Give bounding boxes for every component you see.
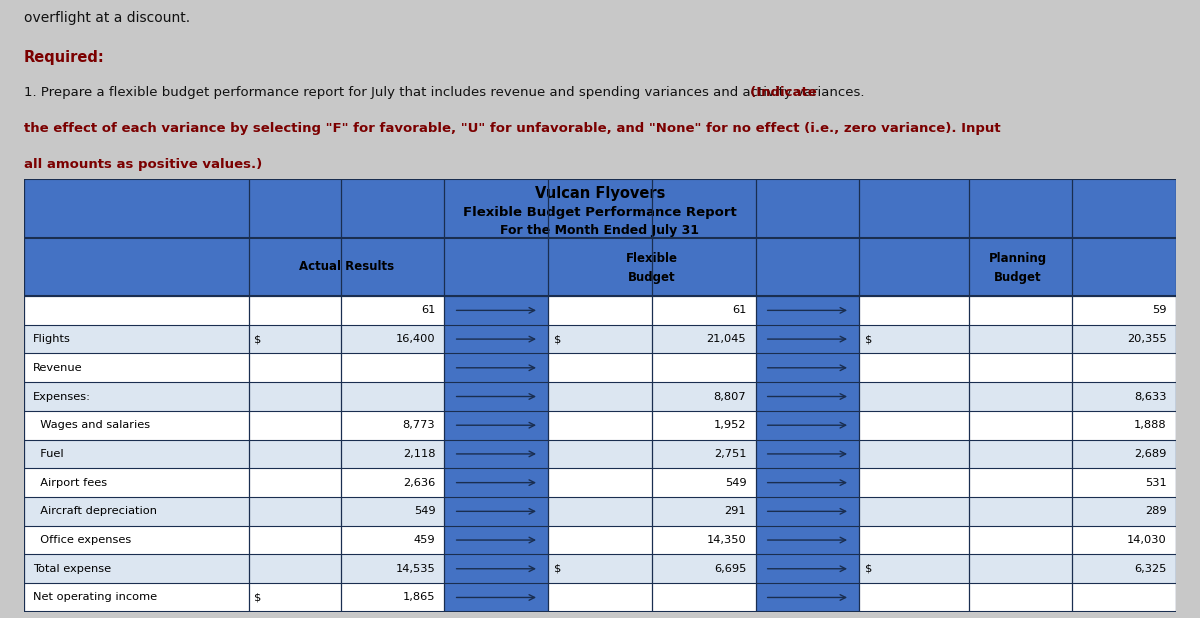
Text: all amounts as positive values.): all amounts as positive values.)	[24, 158, 263, 171]
Text: 1,888: 1,888	[1134, 420, 1166, 430]
Bar	[756, 554, 859, 583]
Text: the effect of each variance by selecting "F" for favorable, "U" for unfavorable,: the effect of each variance by selecting…	[24, 122, 1001, 135]
Text: 459: 459	[414, 535, 436, 545]
Bar	[24, 382, 1176, 411]
Text: overflight at a discount.: overflight at a discount.	[24, 11, 190, 25]
Bar	[756, 497, 859, 526]
Text: Flights: Flights	[34, 334, 71, 344]
Bar	[444, 353, 548, 382]
Bar	[24, 554, 1176, 583]
Text: 20,355: 20,355	[1127, 334, 1166, 344]
Text: $: $	[865, 334, 872, 344]
Text: 14,350: 14,350	[707, 535, 746, 545]
Bar	[24, 238, 1176, 296]
Text: Revenue: Revenue	[34, 363, 83, 373]
Bar	[444, 497, 548, 526]
Text: Aircraft depreciation: Aircraft depreciation	[34, 506, 157, 516]
Bar	[444, 583, 548, 612]
Text: 2,118: 2,118	[403, 449, 436, 459]
Text: Budget: Budget	[994, 271, 1042, 284]
Bar	[24, 179, 1176, 238]
Text: Total expense: Total expense	[34, 564, 112, 574]
Bar	[24, 526, 1176, 554]
Bar	[444, 296, 548, 324]
Bar	[24, 439, 1176, 468]
Bar	[444, 526, 548, 554]
Bar	[24, 296, 1176, 324]
Text: Net operating income: Net operating income	[34, 593, 157, 603]
Text: For the Month Ended July 31: For the Month Ended July 31	[500, 224, 700, 237]
Text: 549: 549	[725, 478, 746, 488]
Text: Actual Results: Actual Results	[299, 260, 394, 273]
Text: 8,633: 8,633	[1134, 392, 1166, 402]
Text: $: $	[554, 564, 562, 574]
Text: 14,535: 14,535	[396, 564, 436, 574]
Text: Fuel: Fuel	[34, 449, 64, 459]
Bar	[756, 411, 859, 439]
Text: Office expenses: Office expenses	[34, 535, 132, 545]
Text: Budget: Budget	[628, 271, 676, 284]
Text: $: $	[865, 564, 872, 574]
Bar	[444, 382, 548, 411]
Bar	[444, 238, 548, 296]
Text: $: $	[254, 334, 262, 344]
Text: 14,030: 14,030	[1127, 535, 1166, 545]
Bar	[756, 296, 859, 324]
Bar	[756, 583, 859, 612]
Bar	[756, 468, 859, 497]
Bar	[24, 497, 1176, 526]
Text: 8,807: 8,807	[714, 392, 746, 402]
Bar	[756, 526, 859, 554]
Text: 61: 61	[732, 305, 746, 315]
Text: 21,045: 21,045	[707, 334, 746, 344]
Bar	[444, 324, 548, 353]
Bar	[444, 439, 548, 468]
Text: 2,751: 2,751	[714, 449, 746, 459]
Text: 1,952: 1,952	[714, 420, 746, 430]
Bar	[756, 353, 859, 382]
Text: Flexible Budget Performance Report: Flexible Budget Performance Report	[463, 206, 737, 219]
Text: Airport fees: Airport fees	[34, 478, 107, 488]
Bar	[24, 583, 1176, 612]
Text: Planning: Planning	[989, 252, 1046, 265]
Text: 289: 289	[1145, 506, 1166, 516]
Text: 6,325: 6,325	[1134, 564, 1166, 574]
Bar	[756, 238, 859, 296]
Bar	[444, 411, 548, 439]
Bar	[756, 439, 859, 468]
Bar	[24, 353, 1176, 382]
Text: Required:: Required:	[24, 50, 104, 65]
Bar	[24, 468, 1176, 497]
Text: 531: 531	[1145, 478, 1166, 488]
Text: Wages and salaries: Wages and salaries	[34, 420, 150, 430]
Text: 16,400: 16,400	[396, 334, 436, 344]
Text: 59: 59	[1152, 305, 1166, 315]
Text: 61: 61	[421, 305, 436, 315]
Text: Vulcan Flyovers: Vulcan Flyovers	[535, 186, 665, 201]
Bar	[24, 324, 1176, 353]
Text: 6,695: 6,695	[714, 564, 746, 574]
Bar	[24, 411, 1176, 439]
Text: 1. Prepare a flexible budget performance report for July that includes revenue a: 1. Prepare a flexible budget performance…	[24, 86, 869, 99]
Bar	[444, 554, 548, 583]
Bar	[444, 468, 548, 497]
Text: 291: 291	[725, 506, 746, 516]
Text: 2,689: 2,689	[1134, 449, 1166, 459]
Text: 1,865: 1,865	[403, 593, 436, 603]
Text: 8,773: 8,773	[403, 420, 436, 430]
Text: 2,636: 2,636	[403, 478, 436, 488]
Text: 549: 549	[414, 506, 436, 516]
Text: (Indicate: (Indicate	[24, 86, 817, 99]
Text: Flexible: Flexible	[626, 252, 678, 265]
Text: $: $	[254, 593, 262, 603]
Bar	[756, 382, 859, 411]
Bar	[756, 324, 859, 353]
Text: Expenses:: Expenses:	[34, 392, 91, 402]
Text: $: $	[554, 334, 562, 344]
